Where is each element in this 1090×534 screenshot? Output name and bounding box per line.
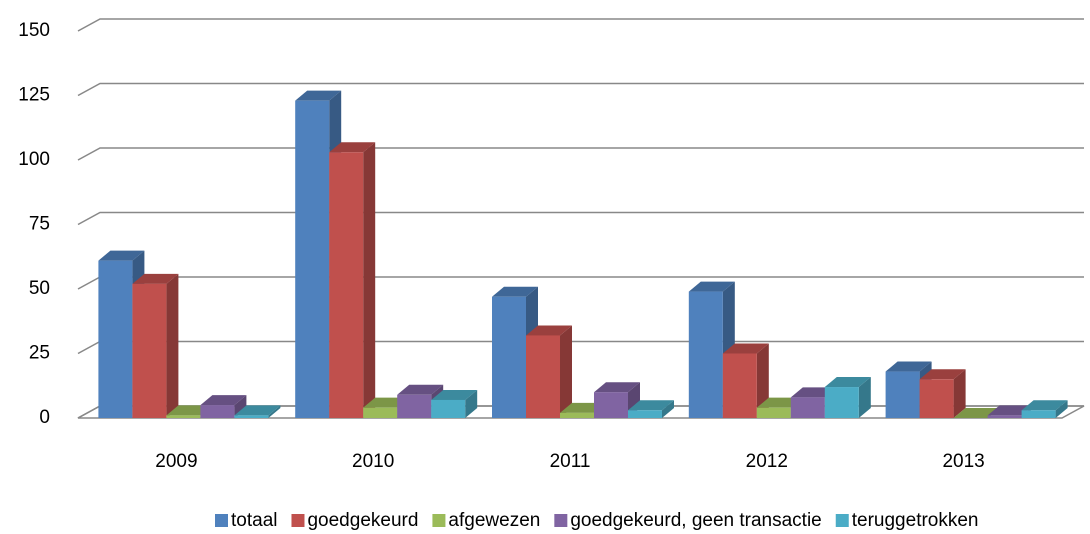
- bar: [132, 273, 179, 418]
- y-tick-label: 25: [29, 343, 50, 364]
- bar-front: [1021, 410, 1056, 418]
- bar-top: [824, 377, 871, 388]
- bar-top: [594, 382, 640, 393]
- bar-top: [295, 90, 342, 101]
- legend-label: goedgekeurd, geen transactie: [570, 510, 821, 531]
- bar-front: [363, 407, 398, 418]
- bar-front: [688, 291, 723, 418]
- bar-front: [560, 412, 594, 418]
- bar-side: [953, 369, 966, 418]
- bar-front: [295, 100, 330, 418]
- x-tick-label: 2012: [746, 451, 788, 472]
- x-tick-label: 2009: [155, 451, 197, 472]
- bar: [824, 377, 871, 418]
- bar-top: [132, 273, 179, 284]
- bar-top: [526, 325, 572, 336]
- grid-line: [77, 18, 1084, 32]
- y-tick-label: 50: [29, 278, 50, 299]
- y-tick-label: 100: [18, 149, 50, 170]
- bar: [431, 389, 478, 418]
- bar: [329, 142, 376, 418]
- bar: [628, 400, 674, 418]
- bar-side: [234, 395, 247, 418]
- bar-side: [858, 377, 871, 418]
- bar-front: [987, 415, 1022, 418]
- legend-swatch: [215, 514, 228, 527]
- bar-front: [234, 415, 269, 418]
- bar-side: [268, 405, 281, 418]
- bar-top: [919, 369, 966, 380]
- bar-front: [200, 405, 235, 418]
- bar-side: [465, 389, 478, 418]
- bar: [200, 395, 247, 418]
- bar-top: [234, 405, 281, 416]
- bar-front: [492, 296, 526, 418]
- bar-front: [329, 152, 364, 418]
- grid-line: [77, 147, 1084, 161]
- bar-front: [756, 407, 791, 418]
- bar-top: [431, 389, 478, 400]
- bar-top: [98, 250, 145, 261]
- bar-front: [132, 283, 167, 418]
- bar-top: [688, 281, 735, 292]
- bar-side: [560, 325, 572, 418]
- bar-front: [526, 335, 560, 418]
- grid-line: [77, 340, 1084, 355]
- bar: [594, 382, 640, 418]
- bar-top: [397, 384, 444, 395]
- bar-front: [885, 371, 920, 418]
- y-tick-label: 125: [18, 85, 50, 106]
- bar-front: [98, 260, 133, 418]
- legend-label: afgewezen: [448, 510, 540, 531]
- legend-swatch: [291, 514, 305, 527]
- bar: [722, 343, 769, 418]
- legend-swatch: [835, 514, 849, 527]
- bar-top: [200, 395, 247, 406]
- grid-line: [77, 82, 1084, 97]
- bar-side: [662, 400, 674, 418]
- bar-side: [166, 273, 179, 418]
- legend-label: totaal: [231, 510, 277, 531]
- bar-front: [431, 399, 466, 418]
- bar-front: [594, 392, 628, 418]
- bar-side: [756, 343, 769, 418]
- x-tick-label: 2011: [550, 451, 591, 472]
- bar-top: [885, 361, 932, 372]
- bar-front: [722, 353, 757, 418]
- bar-front: [824, 387, 859, 418]
- bar-top: [492, 286, 538, 297]
- bar-top: [1021, 400, 1068, 411]
- legend-swatch: [554, 514, 568, 527]
- bar: [1021, 400, 1068, 418]
- legend-swatch: [432, 514, 446, 527]
- bar-front: [397, 394, 432, 418]
- grid-line: [77, 276, 1084, 290]
- y-tick-label: 75: [29, 214, 50, 235]
- bar-front: [166, 415, 201, 418]
- bar: [234, 405, 281, 418]
- grid-line: [77, 211, 1084, 226]
- x-tick-label: 2010: [352, 451, 394, 472]
- legend-label: goedgekeurd: [307, 510, 418, 531]
- x-tick-label: 2013: [942, 451, 984, 472]
- bar: [919, 369, 966, 418]
- bar-top: [722, 343, 769, 354]
- bar-top: [628, 400, 674, 411]
- bar-top: [329, 142, 376, 153]
- legend-label: teruggetrokken: [852, 510, 979, 531]
- bar-front: [628, 410, 662, 418]
- bar: [526, 325, 572, 418]
- y-tick-label: 150: [18, 20, 50, 41]
- bar-front: [919, 379, 954, 418]
- bar-side: [1055, 400, 1068, 418]
- y-tick-label: 0: [39, 407, 50, 428]
- bar-side: [363, 142, 376, 418]
- bar-front: [790, 397, 825, 418]
